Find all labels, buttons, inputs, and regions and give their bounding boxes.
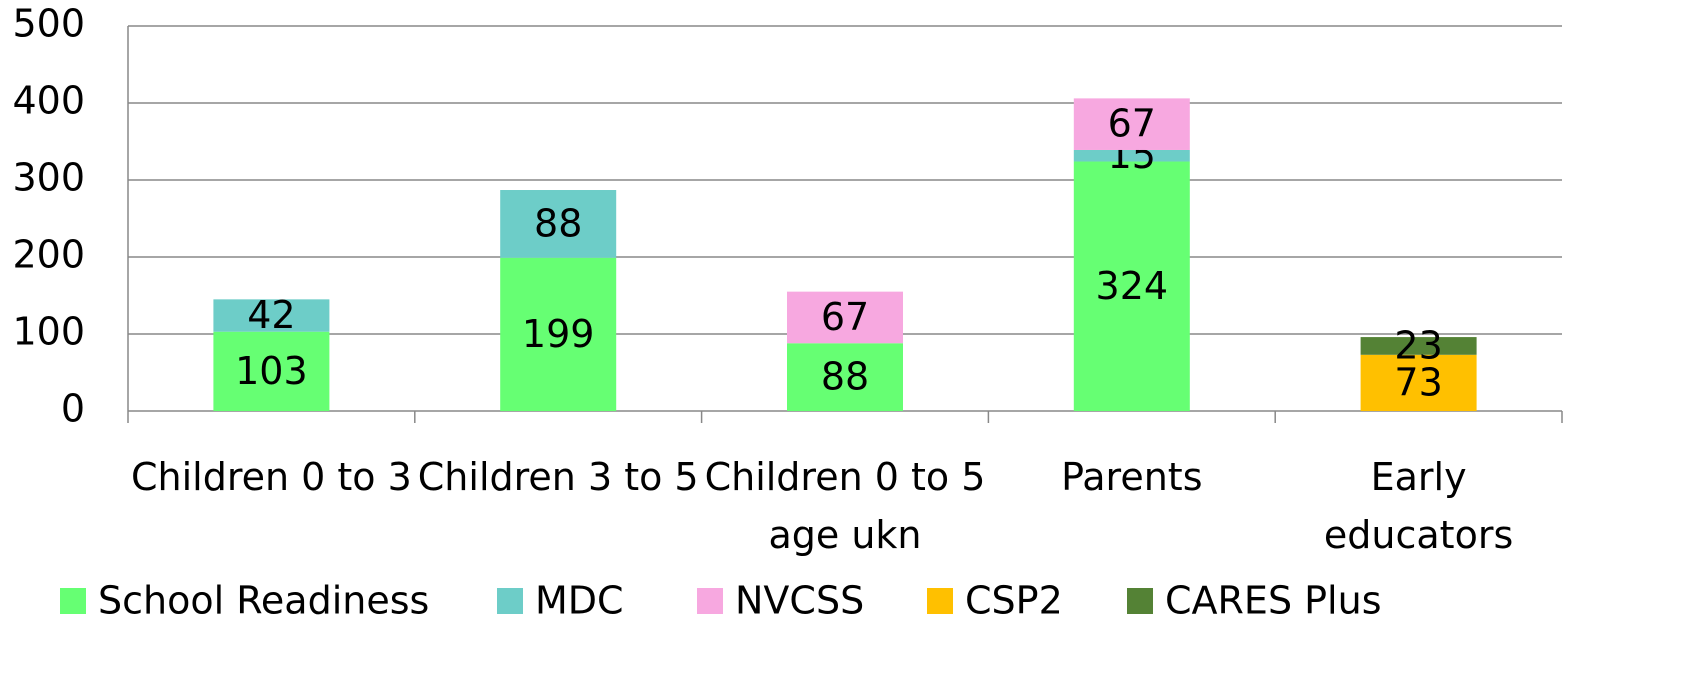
x-tick-label: Children 0 to 5 age ukn xyxy=(704,455,986,557)
data-label: 88 xyxy=(534,201,582,245)
bar-segment xyxy=(500,190,617,258)
bar-segment xyxy=(787,343,903,411)
bar-segment xyxy=(1360,354,1477,411)
bar-segment xyxy=(1073,98,1190,150)
y-tick-label: 100 xyxy=(12,310,85,354)
legend-label: School Readiness xyxy=(98,579,429,623)
data-label: 73 xyxy=(1394,360,1442,404)
legend-swatch xyxy=(697,588,723,614)
legend-swatch xyxy=(497,588,523,614)
x-tick-label: Parents xyxy=(1061,455,1203,499)
data-label: 88 xyxy=(821,355,869,399)
data-label: 42 xyxy=(247,293,295,337)
data-label: 23 xyxy=(1394,323,1442,367)
x-tick-label: Children 3 to 5 xyxy=(417,455,699,499)
y-tick-label: 400 xyxy=(12,79,85,123)
legend-swatch xyxy=(1127,588,1153,614)
legend-label: CARES Plus xyxy=(1165,579,1382,623)
bar-segment xyxy=(1073,161,1190,411)
legend-label: NVCSS xyxy=(735,579,864,623)
legend-label: MDC xyxy=(535,579,624,623)
legend-swatch xyxy=(60,588,86,614)
bar-segment xyxy=(1073,149,1190,162)
y-tick-label: 300 xyxy=(12,156,85,200)
bar-segment xyxy=(213,331,330,411)
bar-segment xyxy=(1360,337,1477,355)
data-label: 67 xyxy=(821,295,869,339)
data-label: 103 xyxy=(235,349,308,393)
data-label: 67 xyxy=(1108,102,1156,146)
y-tick-label: 0 xyxy=(61,387,85,431)
bar-segment xyxy=(213,299,330,332)
data-label: 199 xyxy=(522,312,595,356)
data-label: 324 xyxy=(1096,264,1169,308)
legend-swatch xyxy=(927,588,953,614)
y-tick-label: 200 xyxy=(12,233,85,277)
bar-segment xyxy=(787,291,903,344)
x-tick-label: Children 0 to 3 xyxy=(130,455,412,499)
legend-label: CSP2 xyxy=(965,579,1063,623)
bar-segment xyxy=(500,257,617,411)
x-tick-label: Early educators xyxy=(1323,455,1514,557)
y-tick-label: 500 xyxy=(12,2,85,46)
